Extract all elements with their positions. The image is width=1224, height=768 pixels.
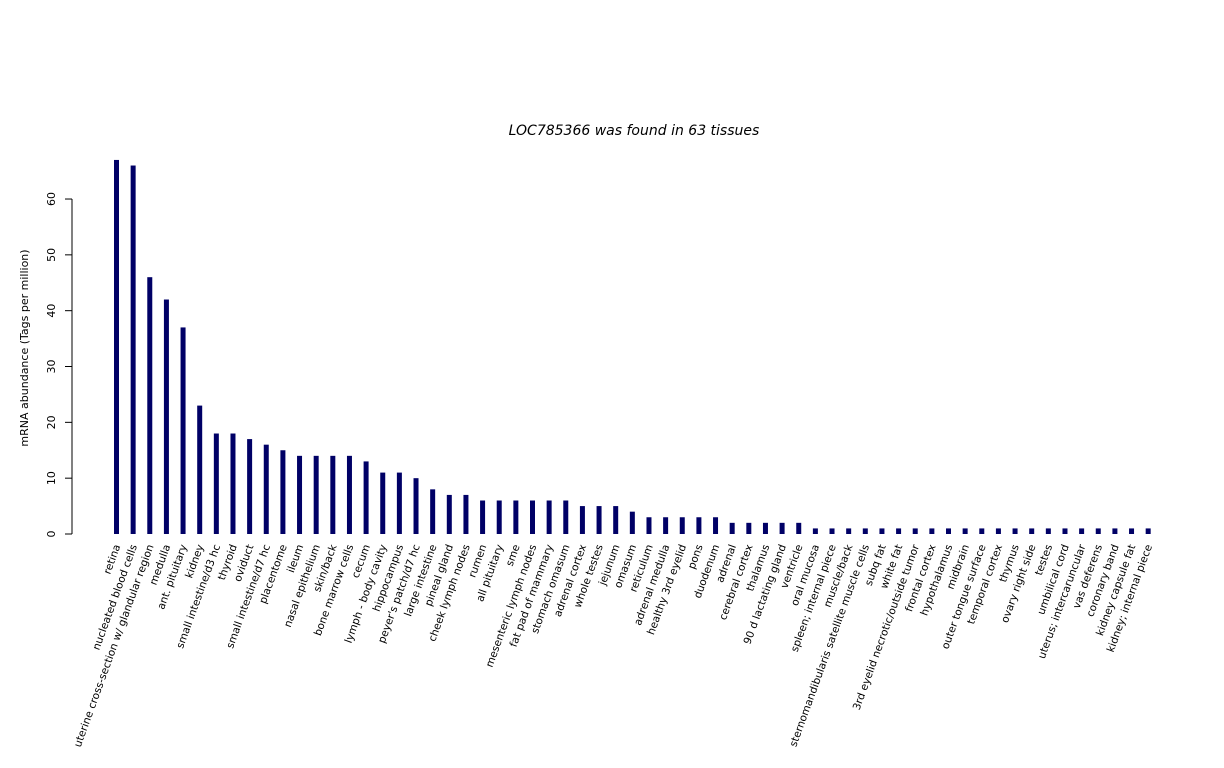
bar: [713, 517, 719, 534]
bar: [1029, 528, 1035, 534]
bar: [363, 461, 369, 534]
bar: [496, 500, 502, 534]
bar: [463, 494, 469, 534]
bar: [1145, 528, 1151, 534]
bar: [1112, 528, 1118, 534]
bar: [263, 444, 269, 534]
bar: [995, 528, 1001, 534]
bar: [213, 433, 219, 534]
bar: [962, 528, 968, 534]
bar: [896, 528, 902, 534]
bar: [513, 500, 519, 534]
bar: [546, 500, 552, 534]
bar: [163, 299, 169, 534]
bar: [114, 159, 119, 534]
bar: [1045, 528, 1051, 534]
bar: [596, 506, 602, 534]
bar: [579, 506, 585, 534]
y-tick-label: 10: [45, 471, 58, 485]
bar: [663, 517, 669, 534]
bar: [180, 327, 186, 534]
bar: [846, 528, 852, 534]
bar: [762, 522, 768, 534]
bar: [729, 522, 735, 534]
bar: [530, 500, 535, 534]
bar: [1062, 528, 1068, 534]
bar: [879, 528, 885, 534]
bar: [297, 455, 303, 534]
bar: [696, 517, 702, 534]
bar: [679, 517, 685, 534]
bar: [147, 277, 153, 534]
bar: [230, 433, 236, 534]
bar: [346, 455, 352, 534]
y-tick-label: 30: [45, 360, 58, 374]
bar: [1079, 528, 1085, 534]
bar: [829, 528, 835, 534]
bar: [979, 528, 985, 534]
bar: [430, 489, 436, 534]
bar: [1095, 528, 1101, 534]
bar: [1012, 528, 1018, 534]
chart-title: LOC785366 was found in 63 tissues: [509, 123, 760, 139]
bar: [862, 528, 868, 534]
bar: [812, 528, 818, 534]
bar: [646, 517, 652, 534]
y-tick-label: 60: [45, 192, 58, 206]
y-tick-label: 40: [45, 304, 58, 318]
bar: [563, 500, 569, 534]
bar: [197, 405, 203, 534]
bar: [1129, 528, 1135, 534]
bar: [330, 455, 336, 534]
bar: [796, 522, 802, 534]
x-tick-label: uterine cross-section w/ glandular regio…: [72, 543, 157, 749]
bar: [413, 478, 419, 534]
bar: [396, 472, 402, 534]
bar: [912, 528, 918, 534]
bar: [280, 450, 286, 534]
bar: [946, 528, 951, 534]
bar: [247, 439, 253, 534]
y-tick-label: 20: [45, 415, 58, 429]
bar: [313, 455, 319, 534]
y-axis: 0 10 20 30 40 50 60: [45, 192, 73, 538]
bar: [130, 165, 136, 534]
bar: [446, 494, 452, 534]
y-tick-label: 0: [45, 531, 58, 538]
bar: [779, 522, 785, 534]
bar: [480, 500, 486, 534]
bar: [629, 511, 635, 534]
bar: [929, 528, 935, 534]
bar: [746, 522, 752, 534]
y-tick-label: 50: [45, 248, 58, 262]
bars-group: [114, 159, 1151, 534]
y-axis-label: mRNA abundance (Tags per million): [18, 249, 31, 446]
bar: [380, 472, 386, 534]
bar: [613, 506, 619, 534]
